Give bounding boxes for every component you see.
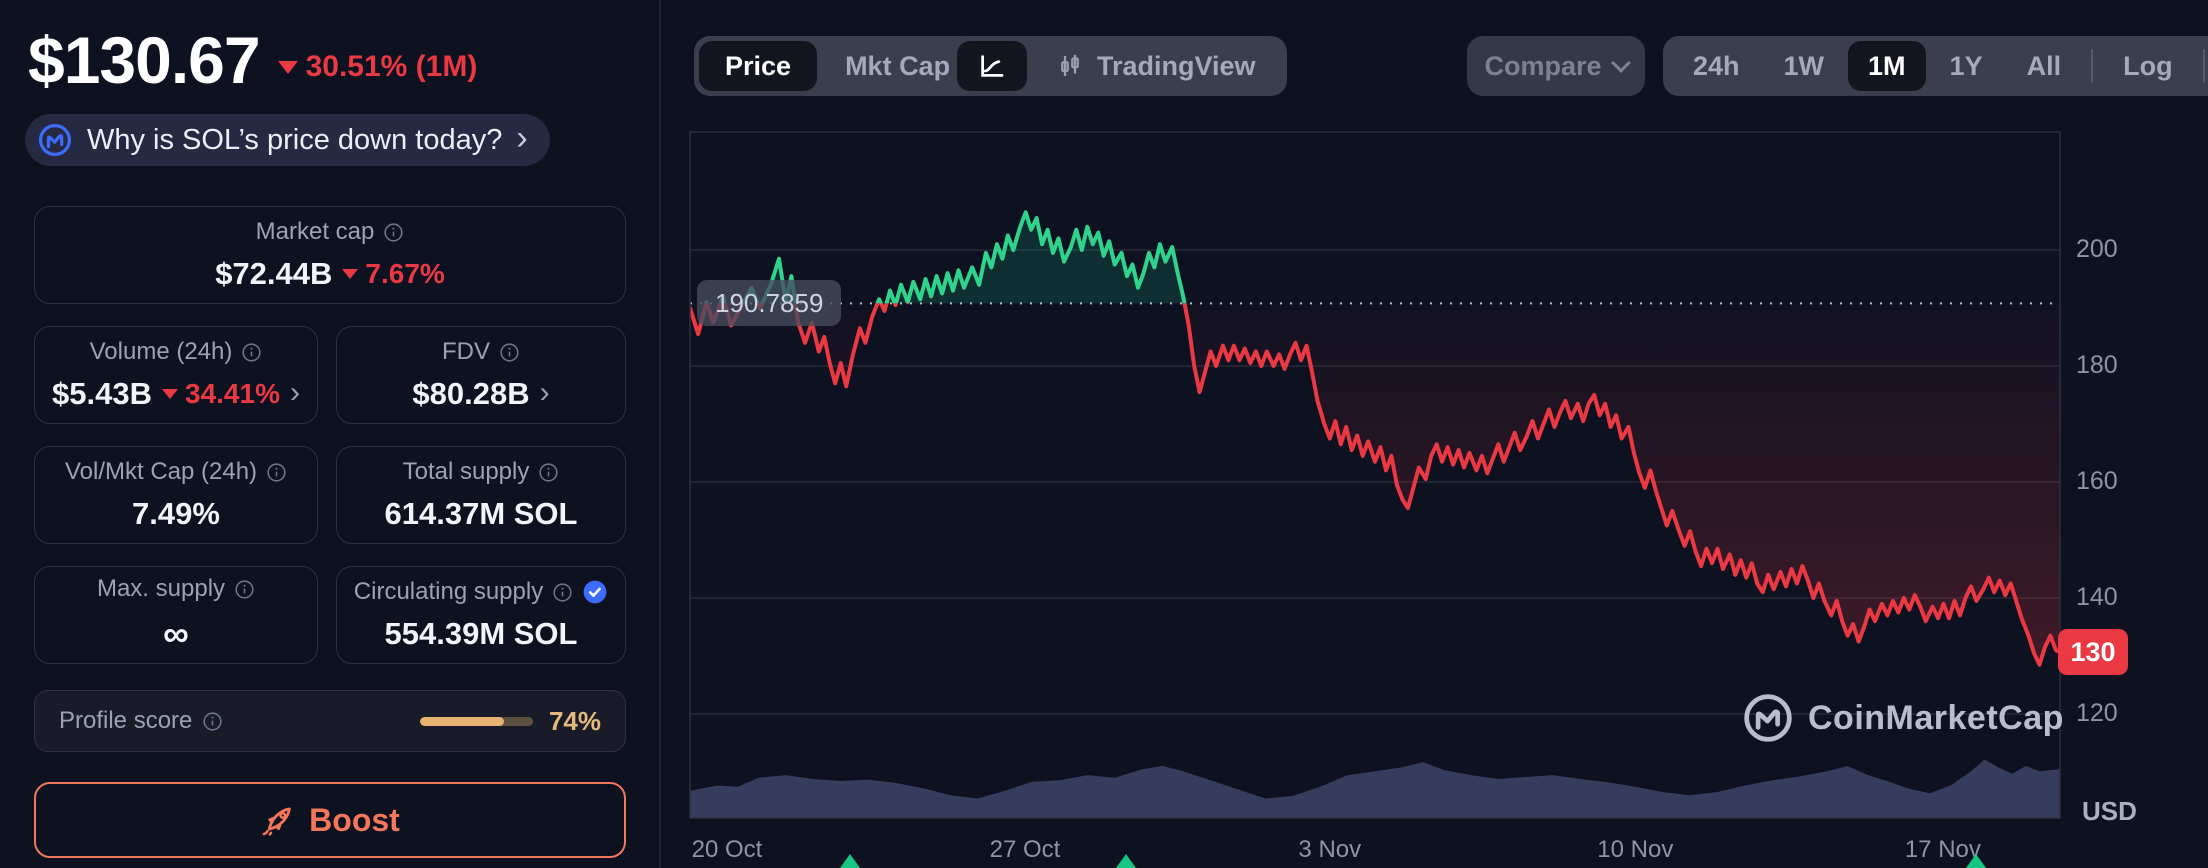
log-scale-toggle[interactable]: Log [2123,50,2173,81]
fdv-card[interactable]: FDV $80.28B › [336,326,626,424]
coinmarketcap-watermark: CoinMarketCap [1742,692,2064,744]
event-marker-icon[interactable] [1115,854,1136,868]
profile-score-bar [419,716,533,726]
profile-score-value: 74% [548,705,601,736]
chevron-down-icon [1610,53,1631,73]
y-axis-label: 200 [2076,235,2118,263]
timeframe-selector: 24h 1W 1M 1Y All Log [1663,36,2208,96]
market-cap-label: Market cap [255,218,375,245]
total-supply-card: Total supply 614.37M SOL [336,446,626,544]
volume-change: 34.41% [185,378,280,409]
info-icon[interactable] [552,582,573,603]
info-icon[interactable] [234,579,255,600]
profile-score-card: Profile score 74% [34,690,626,752]
volume-value: $5.43B [52,376,152,411]
triangle-down-icon [162,389,178,399]
price-change: 30.51% (1M) [277,50,478,84]
threshold-price-label: 190.7859 [697,280,842,327]
compare-label: Compare [1484,50,1602,81]
cmc-logo-icon [38,123,72,157]
x-axis-label: 27 Oct [989,836,1061,863]
market-cap-card: Market cap $72.44B 7.67% [34,206,626,304]
watermark-text: CoinMarketCap [1808,698,2064,737]
market-cap-value: $72.44B [215,256,333,291]
total-supply-label: Total supply [402,458,530,485]
info-icon[interactable] [499,342,520,363]
event-marker-icon[interactable] [1966,854,1987,868]
circulating-supply-label: Circulating supply [353,578,544,605]
current-price: $130.67 [28,23,261,97]
chevron-right-icon[interactable]: › [539,375,550,409]
price-change-text: 30.51% (1M) [305,50,478,83]
info-icon[interactable] [266,462,287,483]
triangle-down-icon [277,60,298,74]
boost-button[interactable]: Boost [34,782,626,858]
event-marker-icon[interactable] [840,854,861,868]
info-icon[interactable] [383,222,404,243]
timeframe-24h[interactable]: 24h [1693,50,1740,81]
timeframe-1w[interactable]: 1W [1783,50,1825,81]
max-supply-card: Max. supply ∞ [34,566,318,664]
total-supply-value: 614.37M SOL [384,496,578,531]
y-axis-label: 140 [2076,583,2118,611]
boost-label: Boost [309,801,400,838]
tab-price[interactable]: Price [699,41,818,91]
triangle-down-icon [342,269,359,279]
info-icon[interactable] [538,462,559,483]
max-supply-value: ∞ [163,613,189,654]
cmc-logo-icon [1744,694,1792,742]
chart-type-toggle: TradingView [952,36,1287,96]
timeframe-1m[interactable]: 1M [1848,41,1926,91]
coin-stats-panel: $130.67 30.51% (1M) Why is SOL’s price d… [0,0,660,868]
toolbar-divider [2091,49,2094,83]
why-price-down-banner[interactable]: Why is SOL’s price down today? › [25,114,550,166]
circulating-supply-value: 554.39M SOL [384,616,578,651]
profile-score-label: Profile score [59,707,193,734]
price-header: $130.67 30.51% (1M) [28,22,477,98]
chevron-right-icon: › [516,119,528,157]
vol-mkt-cap-value: 7.49% [132,496,220,531]
x-axis-label: 10 Nov [1597,836,1674,863]
timeframe-all[interactable]: All [2026,50,2062,81]
line-chart-icon [981,55,1004,77]
currency-label: USD [2082,796,2137,826]
vol-mkt-cap-card: Vol/Mkt Cap (24h) 7.49% [34,446,318,544]
fdv-label: FDV [442,338,490,365]
toolbar-divider [2202,49,2205,83]
vol-mkt-cap-label: Vol/Mkt Cap (24h) [64,458,258,485]
line-chart-tab[interactable] [957,41,1027,91]
info-icon[interactable] [241,342,262,363]
volume-card[interactable]: Volume (24h) $5.43B 34.41% › [34,326,318,424]
candlestick-icon [1061,54,1079,76]
y-axis-label: 120 [2076,699,2118,727]
volume-label: Volume (24h) [89,338,233,365]
x-axis-label: 20 Oct [691,836,763,863]
last-price-badge: 130 [2058,629,2128,676]
y-axis-label: 160 [2076,467,2118,495]
tab-mkt-cap[interactable]: Mkt Cap [845,50,951,81]
tradingview-label: TradingView [1097,50,1256,81]
circulating-supply-card: Circulating supply 554.39M SOL [336,566,626,664]
x-axis-label: 3 Nov [1298,836,1362,863]
panel-divider [659,0,661,868]
timeframe-1y[interactable]: 1Y [1949,50,1983,81]
price-mktcap-toggle: Price Mkt Cap [694,36,982,96]
market-cap-change: 7.67% [365,258,445,289]
fdv-value: $80.28B [412,376,530,411]
compare-dropdown[interactable]: Compare [1467,36,1645,96]
rocket-icon [262,807,291,836]
max-supply-label: Max. supply [96,575,226,602]
info-icon[interactable] [202,711,223,732]
banner-text: Why is SOL’s price down today? [87,123,503,156]
verified-badge-icon [583,580,607,604]
chevron-right-icon[interactable]: › [289,375,300,409]
tradingview-tab[interactable]: TradingView [1029,41,1282,91]
y-axis-label: 180 [2076,351,2118,379]
